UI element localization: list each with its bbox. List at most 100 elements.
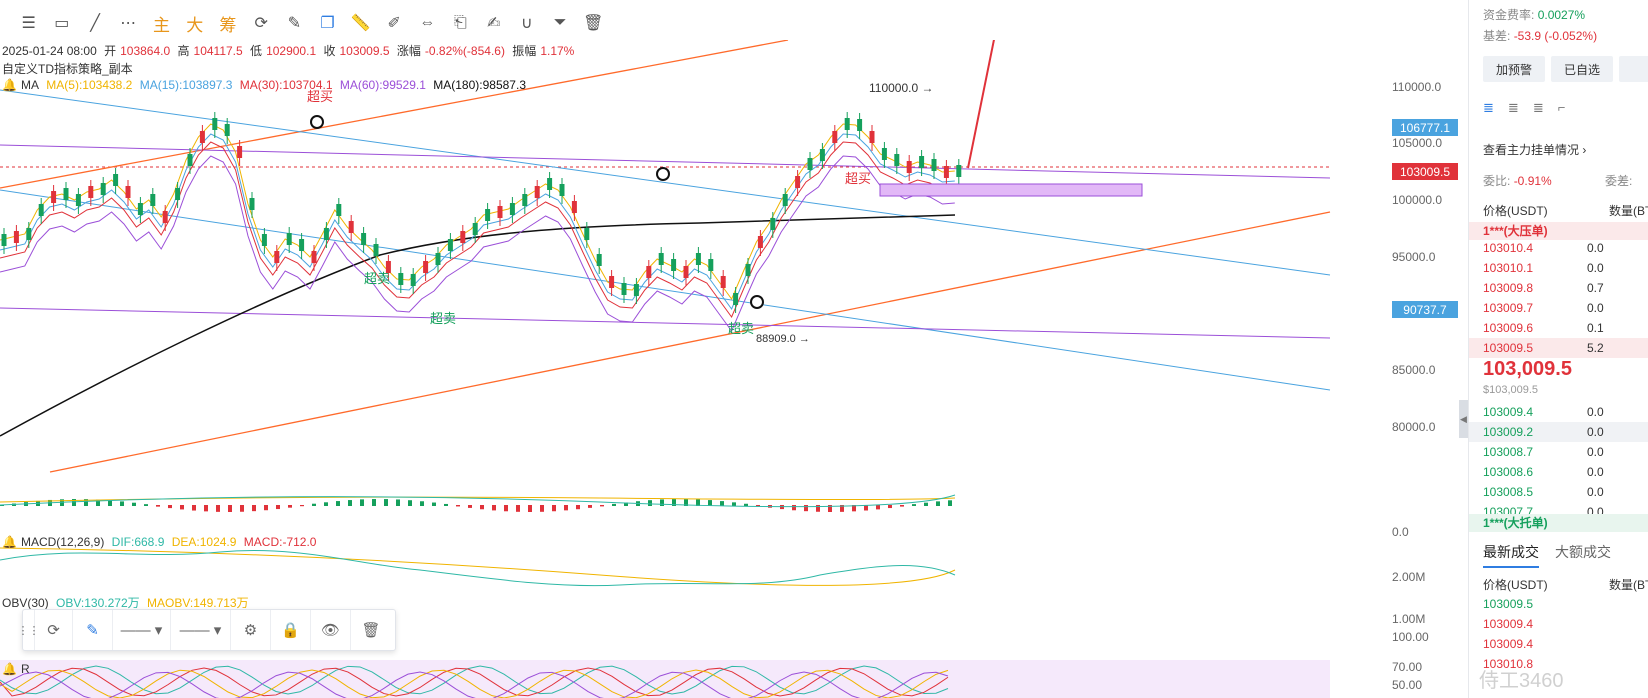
- watermark: 侍工3460: [1479, 670, 1564, 692]
- view-asks-icon[interactable]: ≣: [1532, 100, 1544, 115]
- ask-row[interactable]: 103009.6 0.1: [1469, 318, 1648, 338]
- view-main-orders-link[interactable]: 查看主力挂单情况 ›: [1483, 143, 1587, 157]
- order-qty: 0.0: [1587, 241, 1604, 255]
- settings-icon[interactable]: ⚙: [231, 610, 271, 650]
- lock-icon[interactable]: 🔒: [271, 610, 311, 650]
- candle-body: [919, 156, 925, 168]
- macd-bar: [492, 505, 496, 511]
- rsi-axis: 70.00: [1392, 660, 1423, 674]
- bid-row[interactable]: 103009.2 0.0: [1469, 422, 1648, 442]
- ask-row[interactable]: 103010.1 0.0: [1469, 258, 1648, 278]
- filter-icon[interactable]: ⏷: [553, 14, 567, 31]
- line-icon[interactable]: ╱: [90, 15, 100, 32]
- price-chart[interactable]: [0, 40, 1460, 698]
- tab-big-trades[interactable]: 大额成交: [1555, 544, 1611, 560]
- ma30-value: MA(30):103704.1: [239, 78, 333, 92]
- candle-body: [75, 194, 81, 206]
- channel-blue-upper: [0, 89, 1331, 276]
- view-depth-icon[interactable]: ⌐: [1557, 100, 1566, 115]
- macd-bar: [936, 501, 940, 506]
- ask-row[interactable]: 103010.4 0.0: [1469, 238, 1648, 258]
- magnet-icon[interactable]: ∪: [521, 15, 533, 32]
- trash-icon[interactable]: 🗑: [361, 622, 381, 639]
- more-button[interactable]: [1619, 56, 1648, 82]
- bell-icon[interactable]: 🔔: [2, 662, 17, 676]
- candle-body: [770, 218, 776, 230]
- bid-row[interactable]: 103008.7 0.0: [1469, 442, 1648, 462]
- main-indicator-button[interactable]: 主: [152, 15, 170, 35]
- big-order-button[interactable]: 大: [186, 15, 204, 35]
- chip-button[interactable]: 筹: [219, 15, 237, 35]
- line-color-select[interactable]: —— ▾: [113, 610, 171, 650]
- order-price: 103010.1: [1483, 261, 1534, 275]
- ask-row[interactable]: 103009.5 5.2: [1469, 338, 1648, 358]
- rsi-info: 🔔 R: [2, 662, 30, 676]
- note-icon[interactable]: ✍: [486, 15, 501, 32]
- rect-icon[interactable]: ▭: [54, 15, 70, 32]
- bid-row[interactable]: 103009.4 0.0: [1469, 402, 1648, 422]
- order-price: 103010.4: [1483, 241, 1534, 255]
- line-style-select[interactable]: —— ▾: [171, 610, 231, 650]
- candle-body: [584, 228, 590, 240]
- maobv-line: [0, 547, 956, 586]
- add-alert-button[interactable]: 加预警: [1483, 56, 1545, 82]
- ruler-icon[interactable]: 📏: [350, 15, 371, 32]
- ma-info[interactable]: 🔔 MA MA(5):103438.2 MA(15):103897.3 MA(30…: [2, 78, 526, 92]
- macd-bar: [192, 505, 196, 511]
- rsi-line: [0, 665, 949, 695]
- more-icon[interactable]: ⋯: [120, 15, 137, 32]
- pen-icon[interactable]: ✐: [387, 15, 401, 32]
- compare-icon[interactable]: ⇔: [419, 14, 436, 31]
- menu-icon[interactable]: ☰: [21, 15, 36, 32]
- purple-line-upper: [0, 144, 1331, 179]
- view-both-icon[interactable]: ≣: [1483, 100, 1494, 115]
- bid-row[interactable]: 103008.5 0.0: [1469, 482, 1648, 502]
- macd-bar: [72, 499, 76, 506]
- trash-icon[interactable]: 🗑: [583, 15, 604, 32]
- candle-body: [447, 239, 453, 251]
- candle-body: [485, 209, 491, 221]
- macd-bar: [96, 499, 100, 506]
- ask-row[interactable]: 103009.7 0.0: [1469, 298, 1648, 318]
- candle-body: [423, 261, 429, 273]
- sync-icon[interactable]: ⟳: [35, 610, 73, 650]
- macd-bar: [348, 500, 352, 506]
- candle-body: [237, 146, 243, 158]
- brush-icon[interactable]: ✎: [73, 610, 113, 650]
- price-axis-label: 105000.0: [1392, 136, 1443, 150]
- macd-bar: [396, 499, 400, 506]
- ask-row[interactable]: 103009.8 0.7: [1469, 278, 1648, 298]
- overbuy-label: 超买: [845, 171, 872, 186]
- macd-bar: [816, 505, 820, 512]
- macd-bar: [252, 505, 256, 512]
- brush-icon[interactable]: ✎: [287, 15, 302, 32]
- copy-icon[interactable]: ❐: [320, 15, 335, 32]
- chart-area[interactable]: 2025-01-24 08:00 开 103864.0 高 104117.5 低 10…: [0, 40, 1460, 698]
- bell-icon[interactable]: 🔔: [2, 535, 17, 549]
- tab-latest-trades[interactable]: 最新成交: [1483, 542, 1539, 568]
- drawing-toolbar: ⋮⋮ ⟳ ✎ —— ▾ —— ▾ ⚙ 🔒 👁 🗑: [18, 609, 396, 651]
- bell-icon[interactable]: 🔔: [2, 78, 17, 92]
- bid-row[interactable]: 103008.6 0.0: [1469, 462, 1648, 482]
- macd-bar: [864, 505, 868, 511]
- candle-body: [472, 223, 478, 235]
- trendline-upper: [0, 40, 789, 189]
- sync-icon[interactable]: ⟳: [254, 15, 268, 32]
- view-bids-icon[interactable]: ≣: [1507, 100, 1519, 115]
- macd-bar: [828, 505, 832, 512]
- big-ask-label: 1***(大压单): [1469, 222, 1648, 240]
- macd-bar: [696, 499, 700, 506]
- candle-body: [361, 233, 367, 245]
- favorited-button[interactable]: 已自选: [1551, 56, 1613, 82]
- candle-body: [63, 188, 69, 200]
- eye-icon[interactable]: 👁: [311, 610, 351, 650]
- macd-bar: [468, 505, 472, 508]
- candle-body: [311, 251, 317, 263]
- candle-body: [782, 194, 788, 206]
- clip-icon[interactable]: ⎗: [454, 14, 467, 31]
- last-price: 103,009.5: [1483, 358, 1572, 380]
- oversell-label: 超卖: [430, 311, 457, 326]
- order-price: 103008.5: [1483, 485, 1534, 499]
- drag-handle-icon[interactable]: ⋮⋮: [18, 610, 40, 650]
- collapse-panel-button[interactable]: ◀: [1459, 400, 1468, 438]
